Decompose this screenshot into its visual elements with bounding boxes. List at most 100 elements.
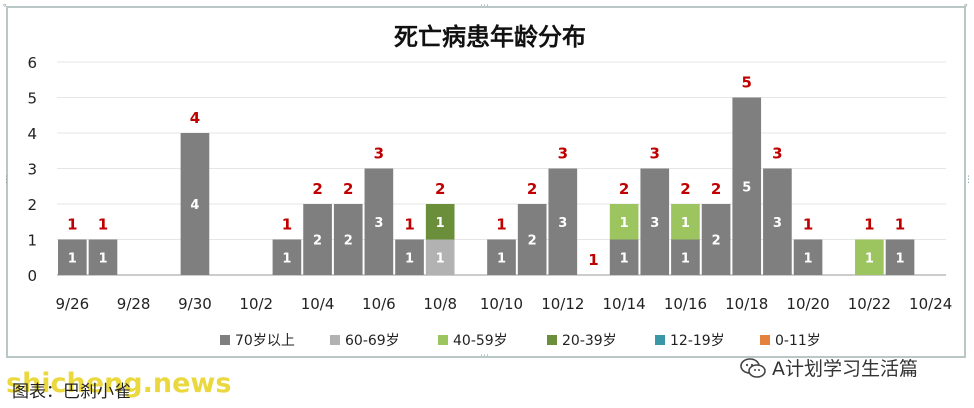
bar-segment [333,204,363,275]
bar-segment [395,239,424,275]
legend-label: 20-39岁 [562,333,617,349]
chart-title: 死亡病患年龄分布 [394,23,586,51]
bar-segment-label: 3 [773,216,782,231]
bar-total-label: 3 [650,145,660,163]
bar-segment [58,239,87,275]
resize-handle-right[interactable]: ⋮ [964,175,973,185]
bar-segment [732,97,762,275]
x-tick-label: 10/6 [362,295,396,313]
bar-total-label: 2 [619,180,629,198]
bar-segment-label: 4 [190,198,199,213]
bar-segment [180,133,210,275]
resize-handle-top[interactable]: ⋯ [480,1,489,11]
y-axis-ticks: 0 1 2 3 4 5 6 [27,54,37,285]
bar-total-label: 2 [435,180,445,198]
bar-segment [487,239,516,275]
bar-segment-label: 2 [344,234,353,249]
wechat-icon [740,357,766,378]
bar-segment-label: 1 [405,251,414,266]
legend-swatch [655,335,665,345]
bar-segment [763,168,792,275]
x-tick-label: 10/8 [423,295,457,313]
bar-segment [609,239,639,275]
image-caption: 图表：巴刹小雀 [12,382,131,402]
bar-segment-label: 1 [497,251,506,266]
legend-label: 60-69岁 [345,333,400,349]
y-tick-label: 6 [27,54,37,72]
bar-total-label: 1 [98,216,108,234]
resize-handle-bottom[interactable]: ⋯ [480,351,489,361]
bar-segment [609,204,639,240]
y-tick-label: 5 [27,90,37,108]
x-tick-label: 10/16 [664,295,707,313]
x-tick-label: 10/4 [301,295,335,313]
legend-swatch [760,335,770,345]
bar-segment [425,239,455,275]
bar-total-label: 4 [190,109,200,127]
x-tick-label: 9/30 [178,295,212,313]
watermark-account-text: A计划学习生活篇 [772,358,918,380]
bar-segment-label: 2 [313,234,322,249]
bar-segment [640,168,670,275]
bar-segment [364,168,394,275]
bar-total-label: 1 [282,216,292,234]
bar-total-label: 1 [404,216,414,234]
bar-segment-label: 1 [865,251,874,266]
watermark-account: A计划学习生活篇 [740,354,918,381]
bar-segment-label: 1 [436,216,445,231]
x-tick-label: 10/20 [786,295,829,313]
x-tick-label: 9/28 [117,295,151,313]
bar-segment [88,239,118,275]
x-tick-label: 10/2 [239,295,273,313]
bar-segment-label: 1 [282,251,291,266]
resize-handle-top-right[interactable]: ∘ [963,1,969,11]
x-tick-label: 9/26 [55,295,89,313]
x-axis-ticks: 9/26 9/28 9/30 10/2 10/4 10/6 10/8 10/10 10/12 10… [55,295,952,313]
bar-segment [517,204,547,275]
bar-total-label: 1 [803,216,813,234]
watermark-site: shicheng.news [6,368,232,399]
bar-total-label: 2 [711,180,721,198]
bar-segment-label: 3 [650,216,659,231]
bar-segment-label: 1 [804,251,813,266]
y-tick-label: 0 [27,267,37,285]
bar-segment-label: 1 [681,251,690,266]
bar-segment-label: 1 [681,216,690,231]
legend-label: 70岁以上 [235,333,295,349]
bars: 1 1 1 1 4 4 1 1 2 2 2 2 3 3 1 1 1 1 2 1 1 2 2 3 3 1 1 1 2 3 3 1 1 2 2 2 5 5 3 3… [58,74,915,275]
bar-segment [855,239,884,275]
bar-total-label: 2 [312,180,322,198]
chart-frame [6,6,966,358]
y-tick-label: 4 [27,125,37,143]
legend-swatch [220,335,230,345]
bar-segment [671,204,700,240]
bar-total-label: 1 [67,216,77,234]
x-tick-label: 10/10 [480,295,523,313]
bar-total-label: 3 [558,145,568,163]
y-tick-label: 1 [27,232,37,250]
resize-handle-top-left[interactable]: ∘ [2,1,8,11]
bar-total-label: 1 [895,216,905,234]
legend: 70岁以上 60-69岁 40-59岁 20-39岁 12-19岁 0-11岁 [220,333,821,349]
x-tick-label: 10/12 [541,295,584,313]
bar-segment [548,168,578,275]
bar-segment [885,239,915,275]
resize-handle-left[interactable]: ⋮ [2,175,11,185]
bar-total-label: 1 [588,251,598,269]
legend-label: 12-19岁 [670,333,725,349]
bar-segment-label: 3 [374,216,383,231]
bar-total-label: 2 [343,180,353,198]
bar-total-label: 3 [374,145,384,163]
x-tick-label: 10/18 [725,295,768,313]
x-tick-label: 10/22 [848,295,891,313]
bar-segment-label: 1 [895,251,904,266]
bar-segment [272,239,302,275]
bar-segment-label: 3 [558,216,567,231]
bar-segment-label: 2 [528,234,537,249]
bar-segment [671,239,700,275]
legend-label: 40-59岁 [453,333,508,349]
legend-label: 0-11岁 [775,333,821,349]
bar-segment-label: 1 [436,251,445,266]
chart-svg: 死亡病患年龄分布 0 1 2 3 4 5 6 1 1 1 1 4 4 1 1 2 2 2 2 3 3 1 1 1 1 2 1 1 2 2… [27,23,952,349]
bar-segment [793,239,823,275]
